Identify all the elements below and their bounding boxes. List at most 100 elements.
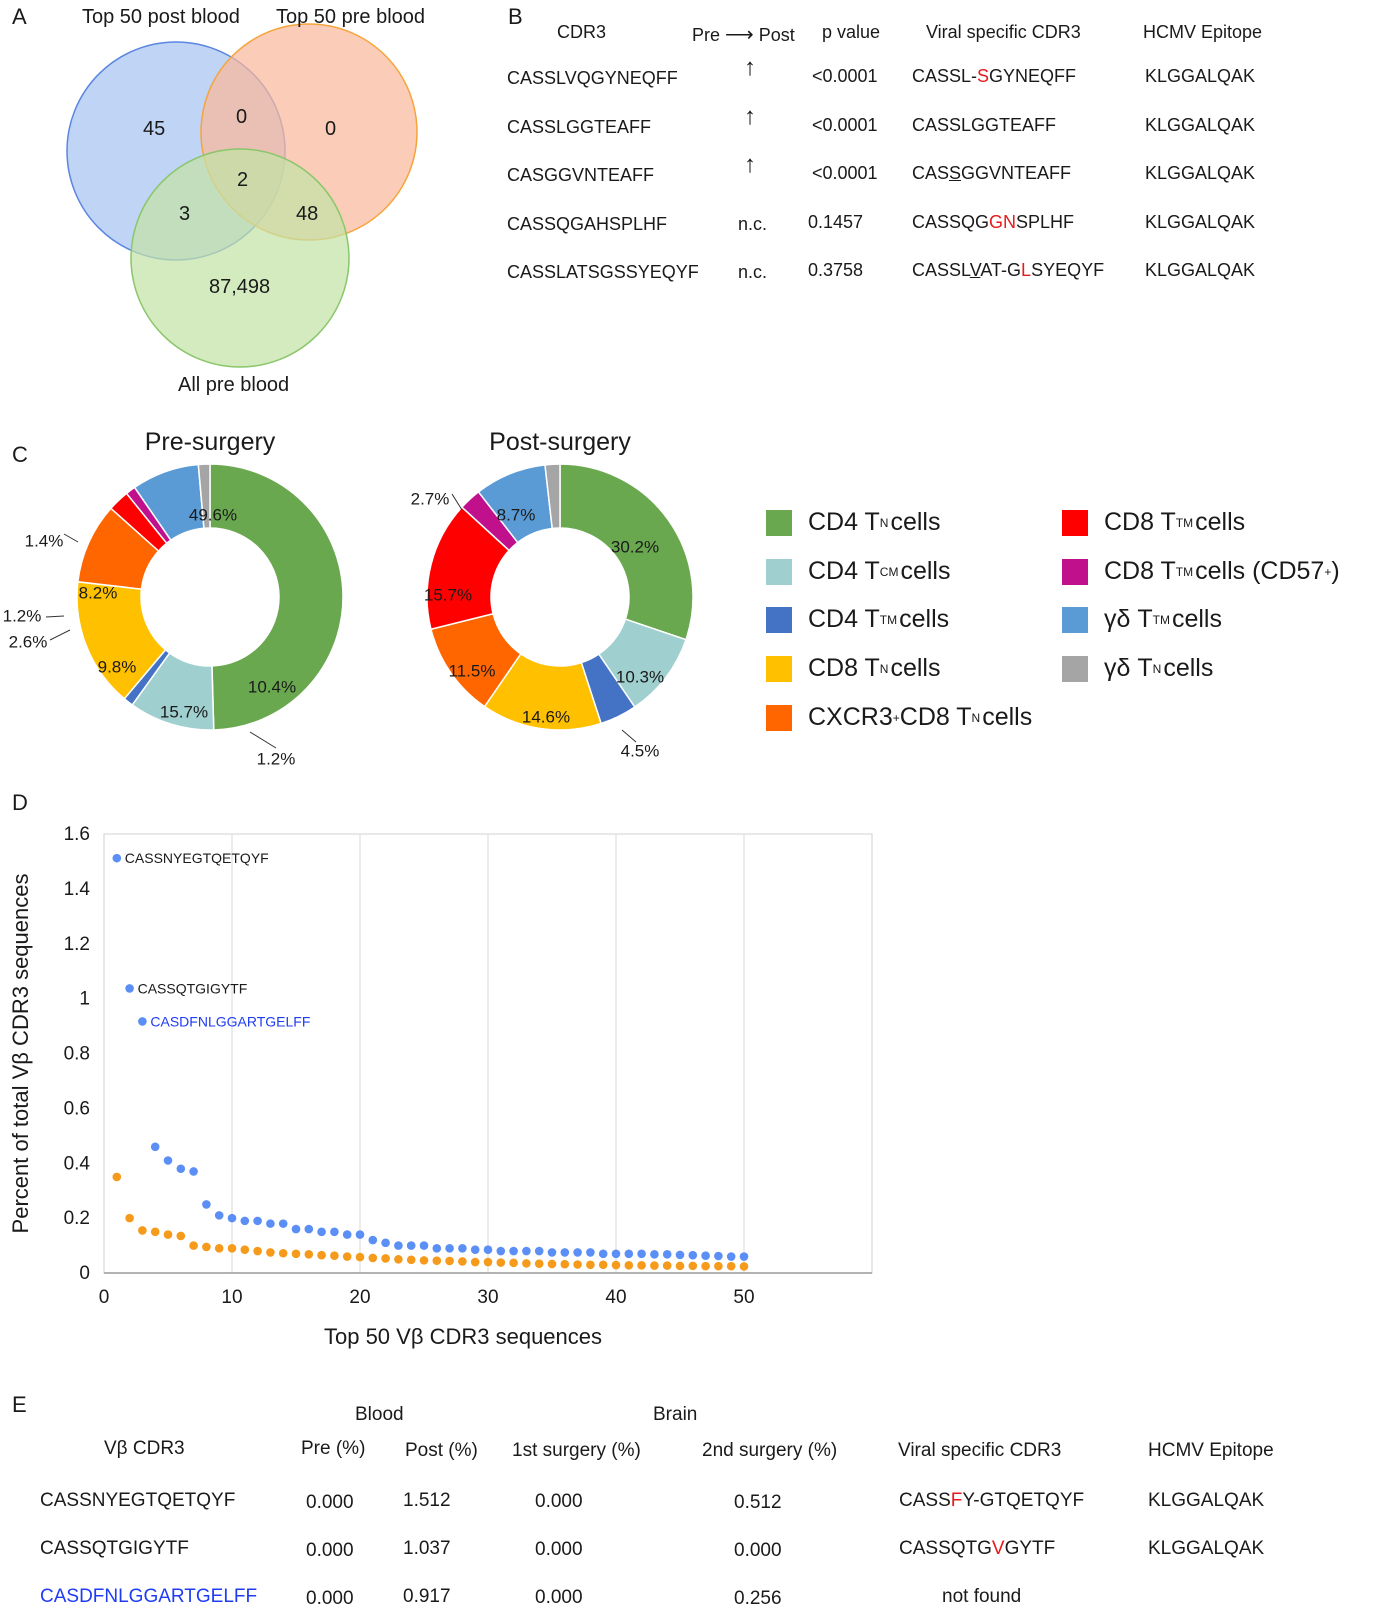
b-row-epitope: KLGGALQAK bbox=[1145, 163, 1256, 183]
b-row-pvalue: <0.0001 bbox=[812, 163, 878, 183]
b-row-epitope: KLGGALQAK bbox=[1145, 212, 1256, 232]
scatter-point bbox=[240, 1216, 250, 1226]
scatter-point bbox=[522, 1259, 531, 1268]
b-row-viral-seg-1: S bbox=[949, 163, 962, 183]
scatter-point bbox=[112, 1172, 122, 1182]
venn-label-post: Top 50 post blood bbox=[82, 6, 240, 28]
legend-text: CD8 T bbox=[808, 654, 880, 682]
b-row-change: n.c. bbox=[738, 262, 768, 282]
scatter-point bbox=[701, 1261, 710, 1271]
legend-text: cells bbox=[890, 654, 941, 682]
scatter-point bbox=[650, 1261, 659, 1270]
legend-sup: + bbox=[1324, 564, 1332, 579]
scatter-point bbox=[202, 1242, 211, 1252]
donut-data-label: 10.3% bbox=[616, 667, 664, 686]
venn-label-all: All pre blood bbox=[178, 374, 290, 396]
e-row-viral-seg-1: V bbox=[991, 1538, 1005, 1559]
e-group-brain: Brain bbox=[653, 1404, 698, 1425]
b-row-viral-seg-0: CASSL- bbox=[912, 66, 978, 86]
legend-swatch bbox=[1062, 509, 1088, 536]
b-header-pre: Pre bbox=[692, 25, 721, 45]
scatter-point bbox=[214, 1244, 224, 1253]
donut-data-label: 11.5% bbox=[449, 661, 496, 680]
e-row-surgery2: 0.512 bbox=[734, 1492, 782, 1513]
venn-count-post-only: 45 bbox=[143, 118, 166, 140]
e-header-epitope: HCMV Epitope bbox=[1148, 1440, 1274, 1461]
scatter-point bbox=[163, 1230, 173, 1239]
scatter-point bbox=[150, 1227, 160, 1237]
x-tick-label: 50 bbox=[733, 1287, 754, 1308]
scatter-point bbox=[573, 1260, 582, 1269]
b-header-viral: Viral specific CDR3 bbox=[926, 22, 1081, 42]
panel-a-letter: A bbox=[12, 4, 27, 29]
legend-sub: TM bbox=[1152, 612, 1170, 627]
scatter-point bbox=[278, 1219, 288, 1228]
scatter-point bbox=[714, 1261, 723, 1271]
scatter-point bbox=[598, 1249, 608, 1259]
donut-data-label: 30.2% bbox=[611, 537, 659, 556]
e-row-cdr3: CASSQTGIGYTF bbox=[40, 1538, 189, 1559]
donut-data-label: 2.7% bbox=[411, 489, 450, 508]
y-tick-label: 0.4 bbox=[64, 1153, 91, 1174]
scatter-point bbox=[637, 1261, 646, 1270]
scatter-point bbox=[342, 1252, 352, 1261]
e-row-surgery2: 0.256 bbox=[734, 1588, 782, 1609]
b-row-viral-seg-3: L bbox=[1021, 260, 1032, 280]
b-row-cdr3: CASGGVNTEAFF bbox=[507, 165, 655, 185]
post-surgery-donut: Post-surgery 30.2% 10.3% 4.5% 14.6% 11.5% 15.7… bbox=[411, 430, 694, 760]
legend-sub: TM bbox=[1175, 515, 1194, 530]
scatter-point bbox=[688, 1250, 698, 1260]
b-row-viral: CASSGGVNTEAFF bbox=[912, 163, 1071, 184]
x-tick-label: 0 bbox=[99, 1287, 110, 1308]
x-tick-label: 40 bbox=[605, 1287, 626, 1308]
venn-circle-all bbox=[130, 148, 350, 368]
leader-line bbox=[249, 731, 277, 749]
b-row-viral-seg-4: SYEQYF bbox=[1031, 260, 1105, 280]
scatter-point bbox=[534, 1246, 544, 1256]
b-row-cdr3: CASSLGGTEAFF bbox=[507, 117, 652, 137]
x-tick-label: 20 bbox=[349, 1287, 370, 1308]
y-tick-label: 0.8 bbox=[64, 1044, 90, 1065]
scatter-point bbox=[304, 1250, 314, 1259]
b-row-viral-seg-2: GGVNTEAFF bbox=[961, 163, 1072, 183]
legend-text: CD4 T bbox=[808, 557, 880, 585]
legend-item: CD8 T TM cells (CD57 +) bbox=[1062, 557, 1340, 586]
b-row-viral-seg-1: V bbox=[969, 260, 981, 280]
scatter-point bbox=[701, 1251, 710, 1261]
legend-sub: TM bbox=[1175, 564, 1194, 579]
scatter-point bbox=[189, 1241, 198, 1250]
b-row-viral: CASSL-SGYNEQFF bbox=[912, 66, 1076, 87]
legend-text: CXCR3 bbox=[808, 703, 893, 731]
scatter-point bbox=[688, 1261, 698, 1271]
scatter-point bbox=[355, 1230, 365, 1239]
legend-swatch bbox=[766, 558, 792, 585]
scatter-point bbox=[611, 1249, 621, 1259]
scatter-point bbox=[317, 1250, 326, 1260]
scatter-point bbox=[125, 1213, 134, 1223]
e-row-viral: CASSQTGVGYTF bbox=[899, 1538, 1055, 1560]
b-row-viral-seg-2: GYNEQFF bbox=[989, 66, 1077, 86]
b-row-viral-seg-0: CAS bbox=[912, 163, 950, 183]
e-row-surgery2: 0.000 bbox=[734, 1540, 782, 1561]
donut-data-label: 9.8% bbox=[98, 657, 137, 676]
scatter-point bbox=[573, 1248, 582, 1257]
scatter-point bbox=[547, 1248, 557, 1257]
legend-swatch bbox=[766, 606, 792, 633]
scatter-point bbox=[483, 1257, 493, 1267]
donut-data-label: 4.5% bbox=[621, 741, 660, 760]
legend-sub: N bbox=[879, 661, 889, 676]
e-row-post: 1.512 bbox=[403, 1490, 451, 1511]
scatter-point bbox=[509, 1246, 518, 1256]
y-axis-label: Percent of total Vβ CDR3 sequences bbox=[8, 874, 33, 1234]
y-tick-label: 1.2 bbox=[64, 934, 90, 955]
legend-item: CD8 T TM cells bbox=[1062, 508, 1245, 537]
e-header-surgery1: 1st surgery (%) bbox=[512, 1440, 641, 1461]
scatter-point bbox=[176, 1231, 186, 1241]
leader-line bbox=[451, 493, 463, 511]
scatter-point bbox=[675, 1250, 685, 1260]
y-tick-label: 1 bbox=[79, 989, 90, 1010]
scatter-point bbox=[445, 1244, 454, 1253]
leader-line bbox=[49, 629, 71, 641]
